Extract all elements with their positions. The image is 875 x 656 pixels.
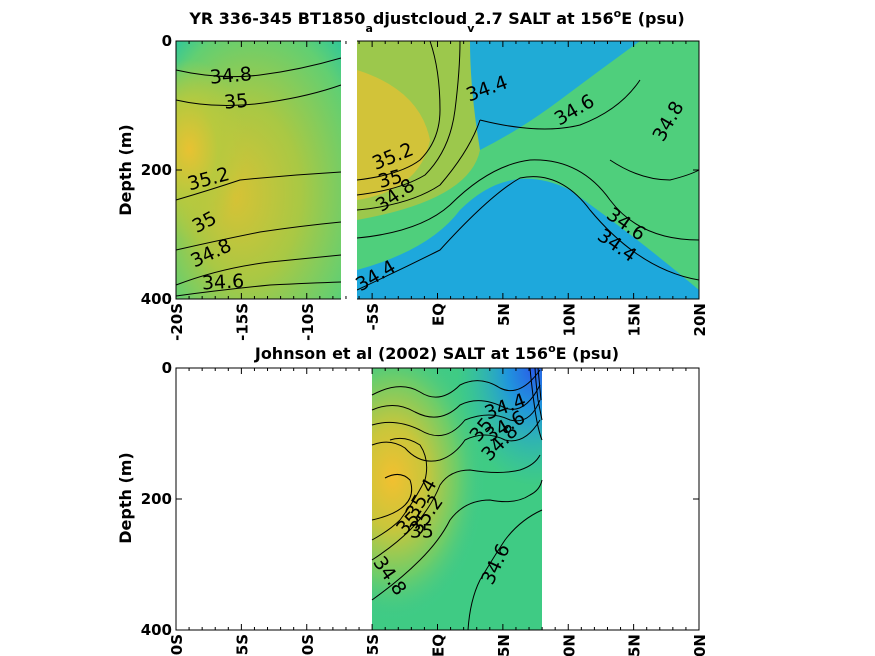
x-tick-label: 20N xyxy=(691,634,709,656)
contour-label: 35 xyxy=(223,90,249,114)
x-tick-label: 15N xyxy=(626,303,644,336)
y-ticks: 0 200 400 xyxy=(141,32,699,308)
x-tick-label: -20S xyxy=(168,303,186,341)
x-tick-label: -10S xyxy=(299,303,317,341)
y-tick-label: 0 xyxy=(162,359,172,377)
y-axis-label: Depth (m) xyxy=(116,452,135,544)
x-tick-label: 20N xyxy=(691,303,709,336)
x-ticks: -20S -15S -10S -5S EQ 5N 10N 15N 20N xyxy=(168,368,709,656)
contours-left xyxy=(175,57,342,297)
fresh-top-right xyxy=(470,41,640,150)
fresh-top-observed xyxy=(372,368,542,630)
x-tick-label: -15S xyxy=(233,303,251,341)
x-tick-label: -10S xyxy=(299,634,317,656)
chart-title: YR 336-345 BT1850adjustcloudv2.7 SALT at… xyxy=(188,7,684,35)
y-tick-label: 400 xyxy=(141,621,172,639)
x-tick-label: 15N xyxy=(626,634,644,656)
x-tick-label: -5S xyxy=(364,634,382,656)
contours-right xyxy=(356,40,700,291)
contour-label: 34.6 xyxy=(201,270,244,294)
x-tick-label: -15S xyxy=(233,634,251,656)
salinity-max-left xyxy=(176,41,341,299)
x-tick-label: EQ xyxy=(430,303,448,326)
contour-label: 35 xyxy=(410,520,434,542)
data-gap xyxy=(341,40,357,302)
contours-observed xyxy=(371,367,543,631)
salinity-core-right xyxy=(357,70,430,200)
x-tick-label: -5S xyxy=(364,303,382,330)
x-tick-label: 10N xyxy=(560,634,578,656)
panel-observed: Depth (m) 0 200 400 -20S -15S -10S -5S EQ 5N 10N… xyxy=(116,342,709,656)
y-axis-label: Depth (m) xyxy=(116,124,135,216)
contour-label: 34.8 xyxy=(209,63,253,89)
y-tick-label: 200 xyxy=(141,161,172,179)
x-ticks: -20S -15S -10S -5S EQ 5N 10N 15N 20N xyxy=(168,41,709,341)
fresh-bottom-right xyxy=(357,178,699,299)
x-tick-label: 5N xyxy=(495,303,513,326)
x-tick-label: 10N xyxy=(560,303,578,336)
y-ticks: 0 200 400 xyxy=(141,359,699,639)
y-tick-label: 0 xyxy=(162,32,172,50)
x-tick-label: 5N xyxy=(495,634,513,656)
x-tick-label: -20S xyxy=(168,634,186,656)
panel-model: Depth (m) 0 200 400 -20S -15S -10S -5S EQ 5N 10N… xyxy=(116,7,709,341)
minor-ticks xyxy=(188,41,687,299)
y-tick-label: 400 xyxy=(141,290,172,308)
x-tick-label: EQ xyxy=(430,634,448,656)
minor-ticks xyxy=(188,368,687,630)
chart-title: Johnson et al (2002) SALT at 156oE (psu) xyxy=(254,342,619,363)
y-tick-label: 200 xyxy=(141,490,172,508)
